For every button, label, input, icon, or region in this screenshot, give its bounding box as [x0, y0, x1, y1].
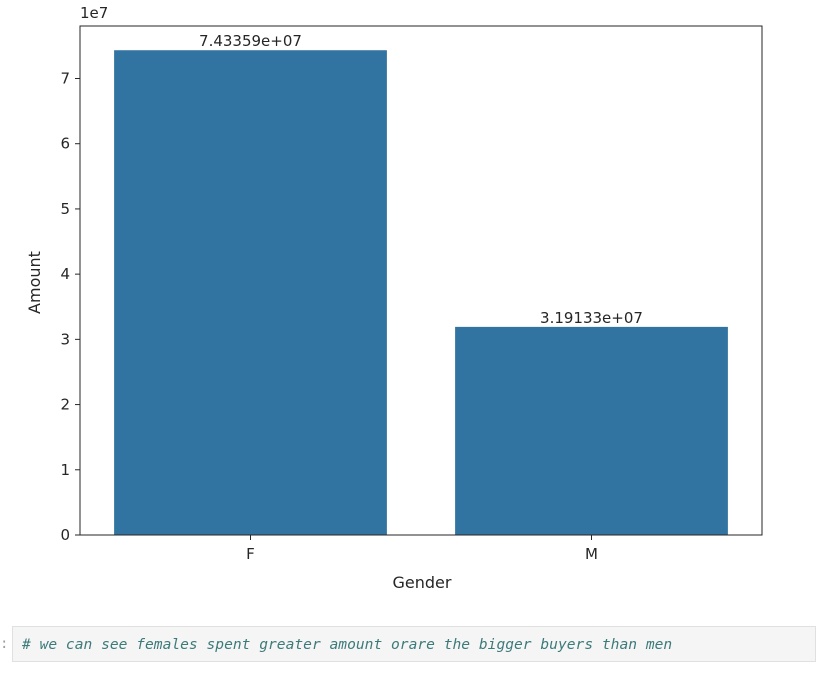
x-axis-title: Gender: [393, 573, 452, 592]
bar-m: [455, 326, 728, 535]
chart-output: 7.43359e+07 F 3.19133e+07 M 0 1 2 3 4 5 6 7 1e7 Gende…: [25, 4, 763, 592]
y-tick-label: 6: [60, 135, 70, 153]
y-tick-label: 4: [60, 265, 70, 283]
y-tick-label: 7: [60, 69, 70, 87]
data-label-f: 7.43359e+07: [199, 32, 302, 50]
y-tick-label: 1: [60, 461, 70, 479]
x-tick-label: M: [585, 545, 598, 563]
y-tick-label: 5: [60, 200, 70, 218]
y-tick-label: 3: [60, 330, 70, 348]
y-tick-label: 0: [60, 526, 70, 544]
plot-frame: [79, 25, 763, 536]
cell-prompt: :: [0, 636, 9, 652]
data-label-m: 3.19133e+07: [540, 309, 643, 327]
bar-f: [114, 50, 387, 536]
code-comment: # we can see females spent greater amoun…: [22, 636, 673, 653]
bar-chart: 7.43359e+07 F 3.19133e+07 M 0 1 2 3 4 5 6 7 1e7 Gende…: [25, 4, 763, 592]
y-axis-offset-text: 1e7: [80, 4, 108, 22]
cell-input[interactable]: # we can see females spent greater amoun…: [12, 626, 816, 662]
code-cell[interactable]: : # we can see females spent greater amo…: [0, 626, 818, 664]
y-tick-label: 2: [60, 396, 70, 414]
x-tick-label: F: [246, 545, 255, 563]
y-axis-title: Amount: [25, 251, 44, 314]
